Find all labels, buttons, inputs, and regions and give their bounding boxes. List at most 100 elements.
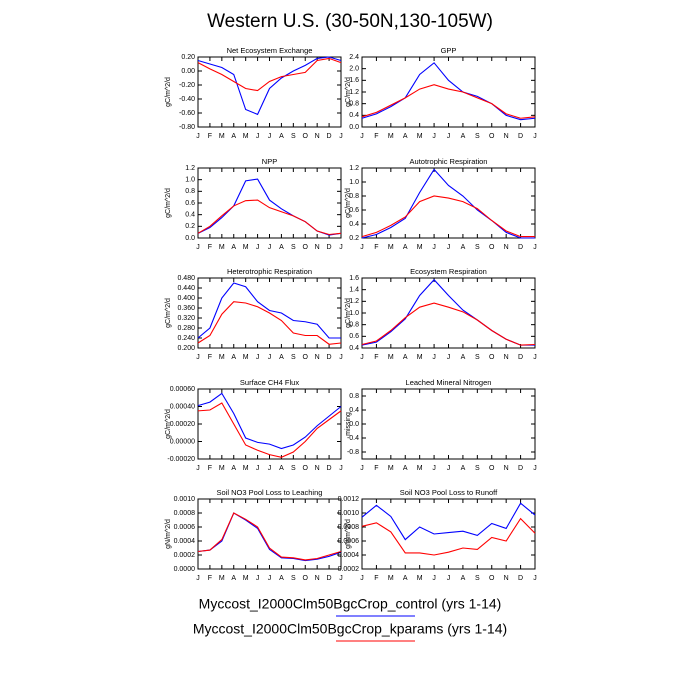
y-tick-label: -0.40 xyxy=(179,96,195,103)
y-axis-label: gC/m^2/d xyxy=(345,298,352,328)
x-tick-label: J xyxy=(533,354,537,361)
panel-title: Autotrophic Respiration xyxy=(410,157,488,166)
x-tick-label: F xyxy=(208,133,212,140)
x-tick-label: O xyxy=(489,465,495,472)
y-tick-label: 0.6 xyxy=(349,207,359,214)
x-tick-label: N xyxy=(315,465,320,472)
y-tick-label: 0.0010 xyxy=(174,496,196,503)
x-tick-label: J xyxy=(432,133,436,140)
x-tick-label: M xyxy=(388,244,394,251)
y-tick-label: 1.2 xyxy=(349,298,359,305)
series-line xyxy=(361,502,536,541)
x-tick-label: N xyxy=(315,354,320,361)
y-tick-label: 0.4 xyxy=(185,212,195,219)
y-tick-label: 0.00040 xyxy=(170,403,195,410)
y-tick-label: -0.20 xyxy=(179,82,195,89)
x-tick-label: M xyxy=(388,575,394,582)
x-tick-label: A xyxy=(279,244,284,251)
y-tick-label: 0.360 xyxy=(177,305,195,312)
x-tick-label: O xyxy=(303,354,309,361)
x-tick-label: O xyxy=(489,133,495,140)
x-tick-label: J xyxy=(339,575,343,582)
x-tick-label: J xyxy=(432,244,436,251)
y-tick-label: 0.2 xyxy=(349,235,359,242)
series-line xyxy=(361,517,536,556)
x-tick-label: M xyxy=(417,575,423,582)
y-tick-label: 0.0 xyxy=(349,421,359,428)
x-tick-label: J xyxy=(256,133,260,140)
x-tick-label: J xyxy=(533,133,537,140)
y-tick-label: 0.400 xyxy=(177,295,195,302)
x-tick-label: J xyxy=(447,133,451,140)
x-tick-label: D xyxy=(327,133,332,140)
x-tick-label: A xyxy=(403,465,408,472)
y-tick-label: 0.00 xyxy=(181,68,195,75)
x-tick-label: J xyxy=(339,354,343,361)
x-tick-label: J xyxy=(196,575,200,582)
y-tick-label: 1.0 xyxy=(349,179,359,186)
y-tick-label: 0.0002 xyxy=(338,566,360,573)
x-tick-label: D xyxy=(518,244,523,251)
x-tick-label: A xyxy=(231,354,236,361)
x-tick-label: S xyxy=(291,575,296,582)
panel-title: Heterotrophic Respiration xyxy=(227,267,312,276)
x-tick-label: M xyxy=(243,244,249,251)
y-tick-label: 0.00020 xyxy=(170,421,195,428)
plot-frame xyxy=(197,56,342,128)
series-line xyxy=(197,402,342,458)
x-tick-label: A xyxy=(403,244,408,251)
y-tick-label: -0.60 xyxy=(179,110,195,117)
x-tick-label: J xyxy=(360,354,364,361)
y-axis-label: gN/m^2/d xyxy=(345,519,352,549)
series-line xyxy=(197,392,342,450)
x-tick-label: N xyxy=(315,133,320,140)
x-tick-label: A xyxy=(461,133,466,140)
y-tick-label: 0.0010 xyxy=(338,510,360,517)
y-tick-label: 0.200 xyxy=(177,345,195,352)
y-tick-label: 0.440 xyxy=(177,285,195,292)
y-tick-label: 1.6 xyxy=(349,77,359,84)
y-tick-label: -0.8 xyxy=(347,449,359,456)
x-tick-label: J xyxy=(533,244,537,251)
series-line xyxy=(197,56,342,116)
x-tick-label: J xyxy=(447,465,451,472)
y-tick-label: 0.320 xyxy=(177,315,195,322)
y-tick-label: 0.4 xyxy=(349,407,359,414)
y-axis-label: gN/m^2/d xyxy=(165,519,172,549)
x-tick-label: J xyxy=(432,465,436,472)
x-tick-label: D xyxy=(518,133,523,140)
y-axis-label: gC/m^2/d xyxy=(345,188,352,218)
x-tick-label: J xyxy=(533,465,537,472)
x-tick-label: A xyxy=(279,465,284,472)
y-tick-label: -0.00020 xyxy=(167,456,195,463)
y-tick-label: 0.00060 xyxy=(170,386,195,393)
x-tick-label: F xyxy=(208,575,212,582)
x-tick-label: A xyxy=(231,465,236,472)
x-tick-label: M xyxy=(219,465,225,472)
series-line xyxy=(197,301,342,345)
x-tick-label: F xyxy=(374,575,378,582)
x-tick-label: J xyxy=(339,465,343,472)
y-tick-label: 1.4 xyxy=(349,287,359,294)
x-tick-label: J xyxy=(339,244,343,251)
x-tick-label: M xyxy=(388,354,394,361)
x-tick-label: D xyxy=(327,575,332,582)
x-tick-label: J xyxy=(268,354,272,361)
x-tick-label: D xyxy=(518,354,523,361)
y-tick-label: 0.0004 xyxy=(174,538,196,545)
figure-title: Western U.S. (30-50N,130-105W) xyxy=(207,11,493,32)
y-tick-label: 0.0008 xyxy=(174,510,196,517)
y-tick-label: 0.8 xyxy=(349,322,359,329)
y-tick-label: 0.280 xyxy=(177,325,195,332)
x-tick-label: M xyxy=(417,133,423,140)
y-axis-label: gC/m^2/d xyxy=(165,409,172,439)
x-tick-label: M xyxy=(243,354,249,361)
y-tick-label: 0.8 xyxy=(349,101,359,108)
x-tick-label: F xyxy=(374,354,378,361)
x-tick-label: D xyxy=(327,244,332,251)
x-tick-label: O xyxy=(489,575,495,582)
series-line xyxy=(361,302,536,346)
y-tick-label: 0.2 xyxy=(185,223,195,230)
x-tick-label: J xyxy=(196,465,200,472)
